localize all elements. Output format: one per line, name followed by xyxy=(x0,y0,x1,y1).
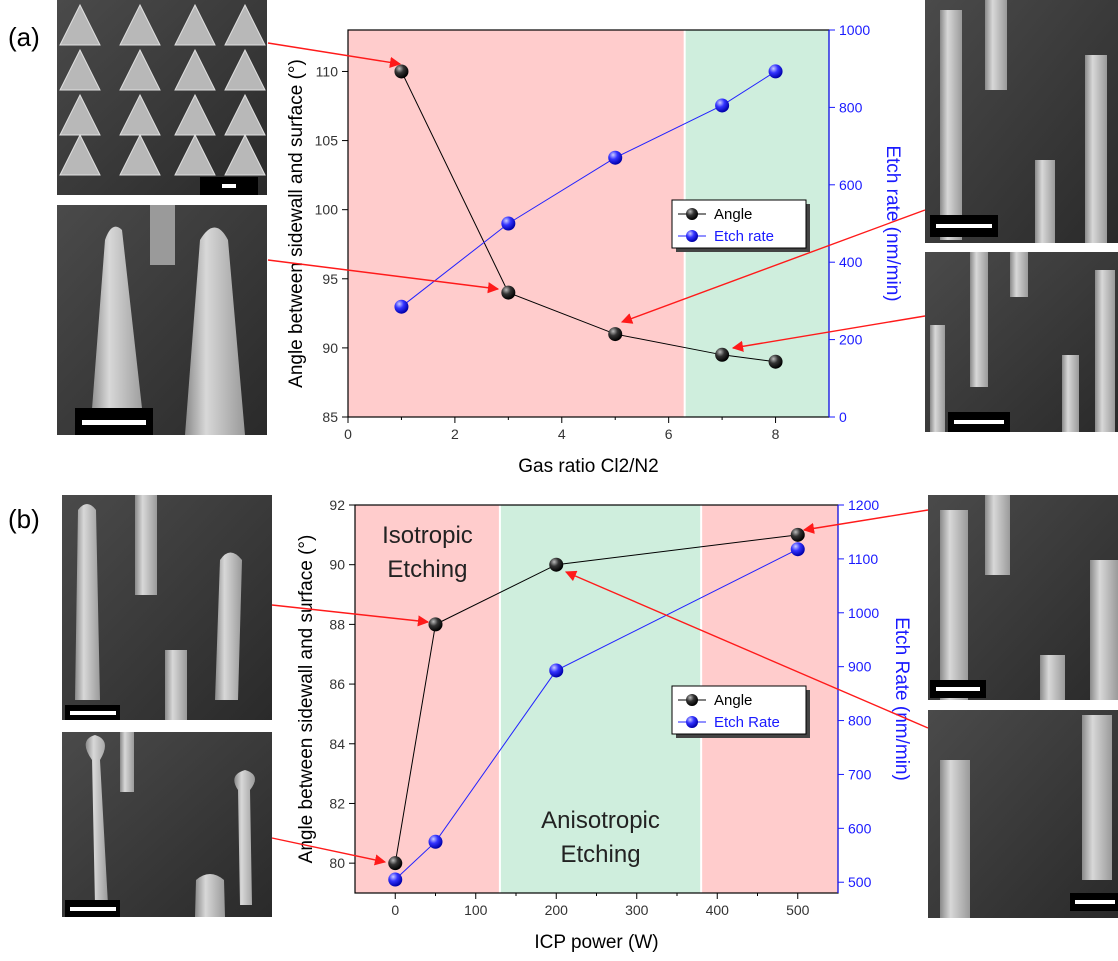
data-point-1-0 xyxy=(394,300,408,314)
x-tick-label: 0 xyxy=(391,902,399,918)
y-tick-label: 88 xyxy=(329,616,345,632)
y-tick-label: 85 xyxy=(322,409,338,425)
legend-marker-0 xyxy=(686,694,698,706)
x-tick-label: 100 xyxy=(464,902,488,918)
legend-label-1: Etch rate xyxy=(714,228,774,245)
sem-image-b1 xyxy=(62,495,272,720)
data-point-0-3 xyxy=(715,348,729,362)
sem-image-b3 xyxy=(928,495,1118,700)
legend-marker-0 xyxy=(686,208,698,220)
y-tick-label: 84 xyxy=(329,736,345,752)
y2-axis-title: Etch rate (nm/min) xyxy=(882,145,903,301)
data-point-1-4 xyxy=(769,64,783,78)
y-tick-label: 105 xyxy=(315,133,339,149)
chart-b: Isotropic Etching Anisotropic Etching 0 100 20… xyxy=(296,497,912,953)
x-axis-title: Gas ratio Cl2/N2 xyxy=(518,456,658,477)
y2-tick-label: 1100 xyxy=(848,551,878,567)
y-tick-label: 92 xyxy=(329,497,345,513)
y2-tick-label: 0 xyxy=(839,409,847,425)
y-axis-title: Angle between sidewall and surface (°) xyxy=(286,59,307,388)
panel-label-b: (b) xyxy=(8,504,40,534)
data-point-1-3 xyxy=(715,98,729,112)
data-point-1-1 xyxy=(501,217,515,231)
y2-tick-label: 600 xyxy=(839,177,863,193)
legend-marker-1 xyxy=(686,716,698,728)
region-label-0-0: Isotropic xyxy=(382,522,473,549)
data-point-0-4 xyxy=(769,355,783,369)
y2-tick-label: 800 xyxy=(848,713,872,729)
data-point-0-2 xyxy=(549,558,563,572)
sem-image-b2 xyxy=(62,732,272,917)
x-tick-label: 500 xyxy=(786,902,810,918)
data-point-1-2 xyxy=(549,663,563,677)
y-axis-title: Angle between sidewall and surface (°) xyxy=(296,535,317,864)
legend-label-1: Etch Rate xyxy=(714,714,780,731)
sem-image-a3 xyxy=(925,0,1118,243)
y2-tick-label: 800 xyxy=(839,99,863,115)
chart-a: 0 2 4 6 8 85 90 95 100 105 110 0 200 400 600 800 1000 Gas… xyxy=(286,22,903,477)
data-point-1-3 xyxy=(791,542,805,556)
y2-tick-label: 600 xyxy=(848,820,872,836)
data-point-1-0 xyxy=(388,873,402,887)
y-tick-label: 90 xyxy=(322,340,338,356)
y-tick-label: 110 xyxy=(316,63,339,79)
x-tick-label: 300 xyxy=(625,902,649,918)
data-point-0-2 xyxy=(608,327,622,341)
sem-image-a1 xyxy=(57,0,267,195)
x-tick-label: 400 xyxy=(706,902,730,918)
data-point-0-0 xyxy=(388,856,402,870)
x-tick-label: 2 xyxy=(451,426,459,442)
legend-marker-1 xyxy=(686,230,698,242)
y2-tick-label: 1000 xyxy=(839,22,870,38)
x-tick-label: 4 xyxy=(558,426,566,442)
y2-tick-label: 1200 xyxy=(848,497,879,513)
sem-image-a2 xyxy=(57,205,267,435)
y-tick-label: 95 xyxy=(322,271,338,287)
panel-label-a: (a) xyxy=(8,22,40,52)
x-tick-label: 6 xyxy=(665,426,673,442)
y2-tick-label: 1000 xyxy=(848,605,879,621)
region-label-1-1: Etching xyxy=(560,841,640,868)
y2-tick-label: 400 xyxy=(839,254,863,270)
x-tick-label: 8 xyxy=(772,426,780,442)
region-1 xyxy=(500,505,701,893)
y-tick-label: 82 xyxy=(329,795,345,811)
sem-image-b4 xyxy=(928,710,1118,918)
y2-axis-title: Etch Rate (nm/min) xyxy=(891,617,912,781)
y2-tick-label: 700 xyxy=(848,766,872,782)
y2-tick-label: 200 xyxy=(839,332,863,348)
x-tick-label: 0 xyxy=(344,426,352,442)
data-point-1-2 xyxy=(608,151,622,165)
x-tick-label: 200 xyxy=(545,902,569,918)
data-point-0-1 xyxy=(501,286,515,300)
region-0 xyxy=(348,30,685,417)
region-label-0-1: Etching xyxy=(387,556,467,583)
data-point-0-1 xyxy=(429,617,443,631)
data-point-0-3 xyxy=(791,528,805,542)
y-tick-label: 86 xyxy=(329,676,345,692)
y-tick-label: 90 xyxy=(329,557,345,573)
y-tick-label: 100 xyxy=(315,202,339,218)
data-point-0-0 xyxy=(394,64,408,78)
sem-image-a4 xyxy=(925,252,1118,432)
y2-tick-label: 900 xyxy=(848,659,872,675)
y-tick-label: 80 xyxy=(329,855,345,871)
legend-label-0: Angle xyxy=(714,692,752,709)
y2-tick-label: 500 xyxy=(848,874,872,890)
x-axis-title: ICP power (W) xyxy=(534,932,658,953)
legend-label-0: Angle xyxy=(714,206,752,223)
region-label-1-0: Anisotropic xyxy=(541,807,660,834)
data-point-1-1 xyxy=(429,835,443,849)
